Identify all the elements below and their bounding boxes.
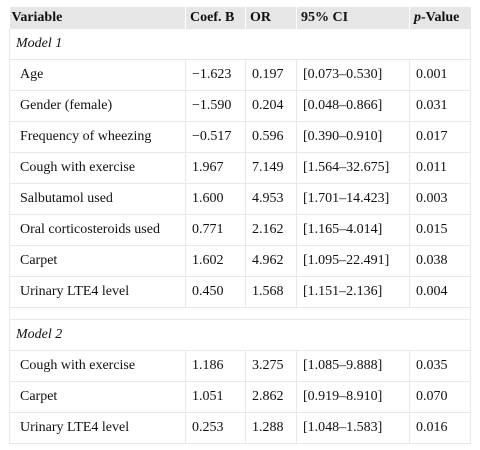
cell-p-value: 0.001	[409, 59, 471, 91]
cell-coef: −1.590	[185, 90, 246, 122]
cell-or: 7.149	[245, 152, 297, 184]
cell-ci: [1.048–1.583]	[296, 412, 410, 444]
cell-ci: [0.073–0.530]	[296, 59, 410, 91]
cell-p-value: 0.017	[409, 121, 471, 153]
header-coef: Coef. B	[185, 7, 246, 29]
regression-table-container: Variable Coef. B OR 95% CI p-Value Model…	[9, 7, 471, 444]
table-header: Variable Coef. B OR 95% CI p-Value	[9, 7, 471, 29]
cell-ci: [1.085–9.888]	[296, 350, 410, 382]
cell-ci: [0.390–0.910]	[296, 121, 410, 153]
header-or: OR	[245, 7, 297, 29]
cell-variable: Urinary LTE4 level	[9, 412, 186, 444]
cell-p-value: 0.038	[409, 245, 471, 277]
cell-or: 0.596	[245, 121, 297, 153]
cell-p-value: 0.035	[409, 350, 471, 382]
cell-coef: 0.771	[185, 214, 246, 246]
cell-ci: [0.048–0.866]	[296, 90, 410, 122]
header-row: Variable Coef. B OR 95% CI p-Value	[9, 7, 471, 29]
cell-coef: −1.623	[185, 59, 246, 91]
cell-p-value: 0.003	[409, 183, 471, 215]
cell-ci: [1.564–32.675]	[296, 152, 410, 184]
cell-p-value: 0.004	[409, 276, 471, 308]
regression-table: Variable Coef. B OR 95% CI p-Value Model…	[9, 7, 471, 444]
model-2-title: Model 2	[9, 319, 471, 351]
cell-or: 1.288	[245, 412, 297, 444]
table-row: Salbutamol used 1.600 4.953 [1.701–14.42…	[9, 183, 471, 215]
header-p-value: p-Value	[409, 7, 471, 29]
cell-coef: 1.600	[185, 183, 246, 215]
cell-variable: Cough with exercise	[9, 350, 186, 382]
cell-ci: [1.095–22.491]	[296, 245, 410, 277]
cell-coef: 1.186	[185, 350, 246, 382]
cell-variable: Cough with exercise	[9, 152, 186, 184]
cell-variable: Gender (female)	[9, 90, 186, 122]
cell-ci: [1.701–14.423]	[296, 183, 410, 215]
cell-coef: 0.253	[185, 412, 246, 444]
cell-or: 4.962	[245, 245, 297, 277]
cell-variable: Urinary LTE4 level	[9, 276, 186, 308]
table-row: Cough with exercise 1.186 3.275 [1.085–9…	[9, 350, 471, 382]
cell-coef: 1.967	[185, 152, 246, 184]
section-spacer-row	[9, 307, 471, 320]
cell-coef: 0.450	[185, 276, 246, 308]
table-row: Carpet 1.051 2.862 [0.919–8.910] 0.070	[9, 381, 471, 413]
cell-or: 3.275	[245, 350, 297, 382]
cell-ci: [1.151–2.136]	[296, 276, 410, 308]
cell-or: 0.204	[245, 90, 297, 122]
model-1-title: Model 1	[9, 29, 471, 60]
cell-variable: Age	[9, 59, 186, 91]
model-1-heading-row: Model 1	[9, 29, 471, 60]
cell-p-value: 0.011	[409, 152, 471, 184]
section-spacer	[9, 307, 471, 320]
cell-p-value: 0.016	[409, 412, 471, 444]
cell-or: 4.953	[245, 183, 297, 215]
cell-variable: Oral corticosteroids used	[9, 214, 186, 246]
table-body: Model 1 Age −1.623 0.197 [0.073–0.530] 0…	[9, 29, 471, 444]
cell-ci: [0.919–8.910]	[296, 381, 410, 413]
cell-variable: Frequency of wheezing	[9, 121, 186, 153]
cell-coef: −0.517	[185, 121, 246, 153]
cell-or: 2.162	[245, 214, 297, 246]
header-variable: Variable	[9, 7, 186, 29]
table-row: Frequency of wheezing −0.517 0.596 [0.39…	[9, 121, 471, 153]
cell-or: 0.197	[245, 59, 297, 91]
model-2-heading-row: Model 2	[9, 319, 471, 351]
cell-or: 2.862	[245, 381, 297, 413]
cell-p-value: 0.031	[409, 90, 471, 122]
header-p-suffix: -Value	[421, 10, 460, 25]
cell-p-value: 0.015	[409, 214, 471, 246]
table-row: Age −1.623 0.197 [0.073–0.530] 0.001	[9, 59, 471, 91]
table-row: Carpet 1.602 4.962 [1.095–22.491] 0.038	[9, 245, 471, 277]
table-row: Urinary LTE4 level 0.253 1.288 [1.048–1.…	[9, 412, 471, 444]
header-ci: 95% CI	[296, 7, 410, 29]
cell-p-value: 0.070	[409, 381, 471, 413]
cell-coef: 1.051	[185, 381, 246, 413]
cell-coef: 1.602	[185, 245, 246, 277]
table-row: Cough with exercise 1.967 7.149 [1.564–3…	[9, 152, 471, 184]
cell-variable: Carpet	[9, 245, 186, 277]
cell-ci: [1.165–4.014]	[296, 214, 410, 246]
cell-or: 1.568	[245, 276, 297, 308]
cell-variable: Carpet	[9, 381, 186, 413]
cell-variable: Salbutamol used	[9, 183, 186, 215]
table-row: Urinary LTE4 level 0.450 1.568 [1.151–2.…	[9, 276, 471, 308]
header-p-italic: p	[414, 10, 421, 25]
table-row: Oral corticosteroids used 0.771 2.162 [1…	[9, 214, 471, 246]
table-row: Gender (female) −1.590 0.204 [0.048–0.86…	[9, 90, 471, 122]
